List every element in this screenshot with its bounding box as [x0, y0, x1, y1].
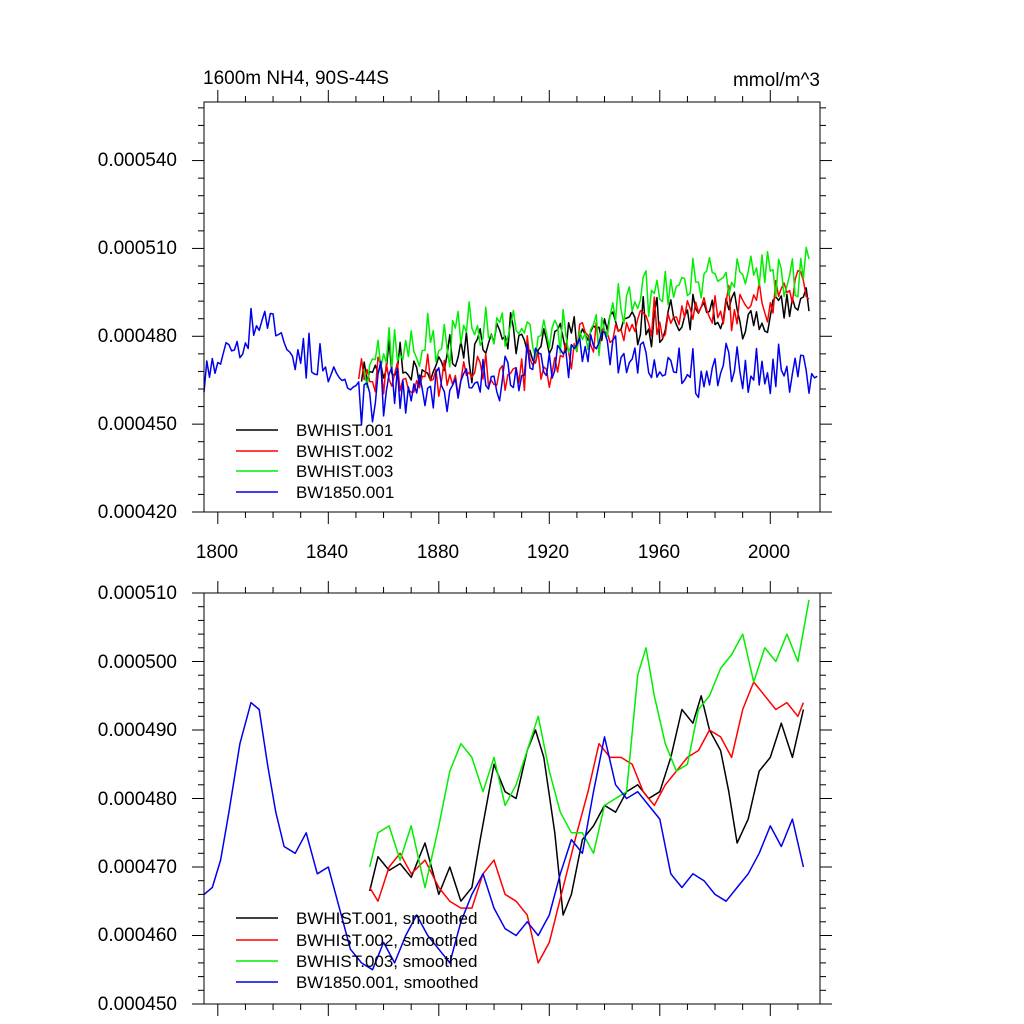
bottom-series-line-1: [368, 695, 805, 916]
bottom-y-tick-label: 0.000470: [98, 857, 177, 878]
top-y-tick-label: 0.000510: [98, 238, 177, 259]
bottom-series-lines: [203, 599, 810, 971]
top-plot-frame: [203, 101, 821, 513]
bottom-y-tick-label: 0.000480: [98, 789, 177, 810]
top-x-tick-label: 1800: [196, 542, 238, 563]
top-title-right: mmol/m^3: [733, 70, 820, 91]
top-series-lines: [203, 246, 818, 426]
top-legend-label: BWHIST.003: [296, 462, 393, 481]
top-legend-label: BWHIST.002: [296, 442, 393, 461]
top-ticks: [192, 90, 832, 524]
bottom-plot-frame: [203, 592, 821, 1005]
bottom-series-line-3: [368, 599, 810, 889]
bottom-legend-label: BWHIST.002, smoothed: [296, 931, 477, 950]
bottom-legend: BWHIST.001, smoothed BWHIST.002, smoothe…: [236, 909, 478, 992]
top-title-left: 1600m NH4, 90S-44S: [203, 68, 389, 89]
top-x-tick-label: 1920: [527, 542, 569, 563]
bottom-y-tick-labels: 0.000450 0.000460 0.000470 0.000480 0.00…: [98, 583, 177, 1015]
top-y-tick-label: 0.000480: [98, 326, 177, 347]
top-series-line-4: [203, 307, 818, 426]
top-y-tick-labels: 0.000420 0.000450 0.000480 0.000510 0.00…: [98, 150, 177, 523]
top-y-tick-label: 0.000540: [98, 150, 177, 171]
bottom-legend-label: BW1850.001, smoothed: [296, 973, 478, 992]
top-legend-label: BW1850.001: [296, 483, 394, 502]
top-x-tick-labels: 1800 1840 1880 1920 1960 2000: [196, 542, 790, 563]
top-legend-label: BWHIST.001: [296, 421, 393, 440]
top-x-tick-label: 1880: [417, 542, 459, 563]
bottom-series-line-4: [203, 701, 805, 971]
bottom-series-line-2: [369, 681, 805, 964]
bottom-y-tick-label: 0.000510: [98, 583, 177, 604]
bottom-ticks: [192, 581, 832, 1016]
top-legend: BWHIST.001 BWHIST.002 BWHIST.003 BW1850.…: [236, 421, 394, 502]
top-x-tick-label: 1840: [306, 542, 348, 563]
top-y-tick-label: 0.000420: [98, 502, 177, 523]
bottom-y-tick-label: 0.000490: [98, 720, 177, 741]
top-x-tick-label: 2000: [748, 542, 790, 563]
bottom-y-tick-label: 0.000500: [98, 652, 177, 673]
bottom-y-tick-label: 0.000450: [98, 994, 177, 1015]
bottom-legend-label: BWHIST.001, smoothed: [296, 909, 477, 928]
top-y-tick-label: 0.000450: [98, 414, 177, 435]
top-series-line-3: [363, 246, 810, 388]
bottom-panel: 0.000450 0.000460 0.000470 0.000480 0.00…: [98, 581, 832, 1016]
top-x-tick-label: 1960: [638, 542, 680, 563]
top-panel: 1600m NH4, 90S-44S mmol/m^3 0.000420 0.0…: [98, 68, 832, 563]
bottom-legend-label: BWHIST.003, smoothed: [296, 952, 477, 971]
top-series-line-2: [357, 269, 810, 398]
bottom-y-tick-label: 0.000460: [98, 925, 177, 946]
